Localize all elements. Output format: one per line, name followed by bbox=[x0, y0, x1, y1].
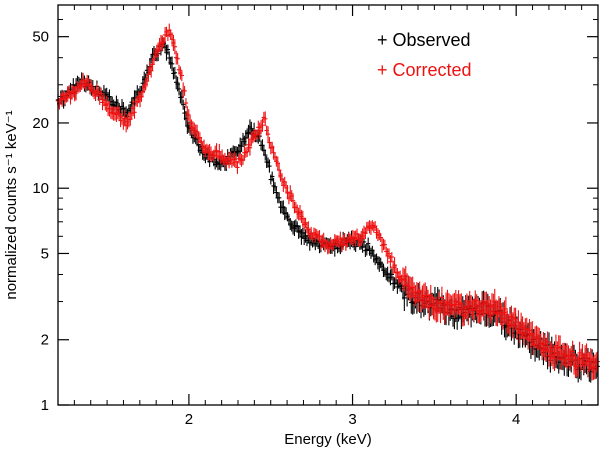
data-point bbox=[146, 67, 151, 82]
legend: + Observed + Corrected bbox=[377, 30, 472, 80]
y-tick-label: 20 bbox=[32, 115, 49, 132]
data-point bbox=[513, 307, 518, 331]
tick-layer: 2 3 4 1 2 5 10 20 50 bbox=[32, 4, 599, 428]
data-point bbox=[239, 140, 244, 153]
data-point bbox=[180, 99, 186, 110]
data-point bbox=[439, 286, 445, 309]
data-point bbox=[117, 106, 122, 121]
data-point bbox=[372, 220, 378, 232]
data-point bbox=[182, 86, 187, 96]
data-point bbox=[389, 252, 395, 262]
data-point bbox=[552, 345, 557, 372]
data-point bbox=[119, 110, 125, 124]
data-layer bbox=[55, 23, 600, 383]
data-point bbox=[545, 331, 550, 353]
data-point bbox=[274, 186, 279, 199]
y-tick-label: 10 bbox=[32, 180, 49, 197]
data-point bbox=[503, 296, 509, 322]
data-point bbox=[276, 192, 282, 204]
data-point bbox=[438, 300, 443, 324]
y-axis-label: normalized counts s⁻¹ keV⁻¹ bbox=[3, 110, 20, 299]
data-point bbox=[378, 232, 383, 243]
data-point bbox=[386, 248, 392, 260]
y-tick-label: 1 bbox=[41, 397, 49, 414]
data-point bbox=[270, 171, 275, 182]
x-tick-label: 4 bbox=[512, 411, 520, 428]
data-point bbox=[194, 124, 200, 139]
data-point bbox=[345, 236, 350, 248]
data-point bbox=[169, 56, 175, 72]
legend-entry-corrected: + Corrected bbox=[377, 60, 472, 80]
data-point bbox=[530, 321, 535, 346]
data-point bbox=[175, 52, 180, 65]
data-point bbox=[96, 87, 101, 97]
y-tick-label: 50 bbox=[32, 29, 49, 46]
x-axis-label: Energy (keV) bbox=[284, 431, 372, 448]
data-point bbox=[263, 149, 268, 161]
data-point bbox=[516, 310, 521, 335]
data-point bbox=[263, 111, 268, 127]
data-point bbox=[151, 54, 157, 65]
data-point bbox=[260, 118, 265, 132]
series-corrected bbox=[55, 23, 600, 381]
y-tick-label: 5 bbox=[41, 245, 49, 262]
data-point bbox=[557, 335, 563, 359]
data-point bbox=[172, 66, 178, 79]
y-tick-label: 2 bbox=[41, 332, 49, 349]
data-point bbox=[186, 109, 191, 122]
x-tick-label: 3 bbox=[348, 411, 356, 428]
data-point bbox=[176, 82, 182, 96]
legend-entry-observed: + Observed bbox=[377, 30, 471, 50]
data-point bbox=[132, 105, 137, 119]
data-point bbox=[365, 237, 371, 250]
data-point bbox=[179, 69, 184, 82]
data-point bbox=[427, 293, 432, 320]
data-point bbox=[199, 137, 204, 147]
data-point bbox=[98, 87, 104, 100]
data-point bbox=[183, 98, 189, 109]
data-point bbox=[254, 129, 260, 140]
data-point bbox=[73, 85, 79, 101]
plot-frame bbox=[57, 4, 599, 406]
data-point bbox=[272, 182, 278, 192]
data-point bbox=[459, 293, 464, 314]
data-point bbox=[389, 268, 395, 281]
data-point bbox=[265, 126, 271, 143]
data-point bbox=[89, 79, 94, 93]
data-point bbox=[172, 39, 178, 55]
data-point bbox=[267, 159, 272, 173]
data-point bbox=[66, 85, 72, 98]
data-point bbox=[524, 317, 529, 341]
data-point bbox=[570, 340, 575, 363]
data-point bbox=[382, 239, 388, 250]
x-tick-label: 2 bbox=[185, 411, 193, 428]
data-point bbox=[165, 44, 171, 55]
data-point bbox=[576, 354, 581, 378]
data-point bbox=[235, 160, 240, 174]
data-point bbox=[144, 75, 150, 87]
data-point bbox=[247, 139, 253, 156]
data-point bbox=[290, 193, 296, 209]
